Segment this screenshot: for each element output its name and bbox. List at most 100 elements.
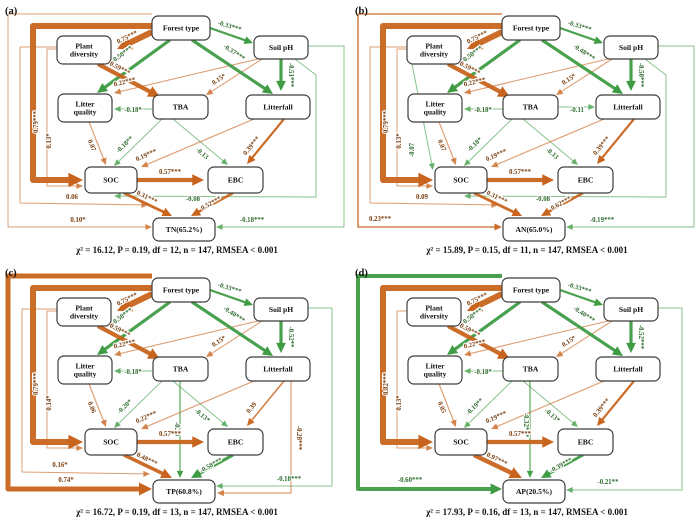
arrowhead-soc-ebc — [542, 436, 554, 448]
arrowhead-soc-ebc — [192, 174, 204, 186]
edge-soc-out — [123, 453, 172, 479]
svg-text:TBA: TBA — [173, 103, 189, 112]
stats-line: χ² = 16.72, P = 0.19, df = 13, n = 147, … — [75, 507, 278, 517]
edge-ft-ph — [559, 26, 603, 45]
arrowhead-ft-out — [139, 482, 152, 496]
arrowhead-ph-tba — [206, 350, 214, 357]
arrowhead-ft-ph — [593, 298, 603, 307]
edge-ft-out — [357, 13, 502, 231]
edge-tba-lf — [559, 103, 595, 111]
edge-label-ph-lf: -0.52*** — [637, 325, 644, 350]
edge-ph-lf — [626, 321, 636, 353]
arrowhead-ph-lf — [626, 342, 636, 353]
svg-text:Litterfall: Litterfall — [613, 103, 643, 112]
edge-label-ft-soc: 0.79*** — [33, 110, 40, 133]
edge-soc-ebc — [137, 174, 204, 186]
svg-text:TP(60.8%): TP(60.8%) — [166, 487, 202, 496]
arrowhead-lq-soc — [100, 157, 107, 165]
arrowhead-ft-lf — [611, 84, 623, 94]
arrowhead-ft-ph — [593, 36, 603, 45]
edge-label-tba-lq: -0.18* — [474, 107, 492, 114]
edge-lf-out — [217, 381, 292, 497]
edge-soc-out — [473, 452, 522, 479]
svg-text:Litterfall: Litterfall — [613, 365, 643, 374]
edge-pd-tba — [447, 324, 510, 359]
edge-pd-soc-v — [46, 48, 83, 190]
node-ebc: EBC — [207, 166, 264, 194]
arrowhead-ph-out — [216, 482, 223, 490]
edge-lq-soc — [438, 121, 457, 165]
edge-ft-ph — [559, 288, 603, 307]
svg-text:TN(65.2%): TN(65.2%) — [166, 225, 203, 234]
edge-label-soc-ebc: 0.57*** — [159, 431, 182, 438]
node-soil-ph: Soil pH — [603, 297, 659, 322]
edge-label-ft-out: 0.74* — [58, 477, 74, 484]
node-litterfall: Litterfall — [595, 94, 661, 120]
node-outcome: AP(20.5%) — [502, 479, 566, 504]
edge-ph-lf — [626, 59, 636, 91]
arrowhead-ebc-out — [541, 207, 552, 216]
arrowhead-ft-lq — [447, 83, 459, 93]
edge-label-ph-out: -0.21** — [598, 479, 620, 486]
edge-ph-tba — [206, 58, 263, 95]
edge-tba-soc — [464, 118, 513, 166]
node-ebc: EBC — [557, 428, 614, 456]
arrowhead-pd-soc-v — [426, 444, 433, 452]
arrowhead-ph-out — [216, 223, 223, 231]
edge-tba-ebc — [522, 380, 578, 427]
panel-d: Forest type Plant diversity Soil pH Litter qu… — [355, 268, 683, 517]
edge-ft-lq — [447, 300, 521, 355]
edge-ph-soc — [114, 58, 317, 200]
arrowhead-tba-lf — [588, 103, 595, 111]
arrowhead-ft-ph — [243, 36, 253, 45]
edge-label-ph-lf: -0.51*** — [287, 63, 294, 88]
edge-ft-out — [5, 273, 152, 496]
edge-ph-tba — [206, 320, 263, 357]
arrowhead-ft-soc — [68, 434, 83, 450]
svg-text:Soil pH: Soil pH — [269, 305, 293, 314]
edge-ft-lq — [97, 38, 171, 93]
arrowhead-tba-ebc — [570, 420, 578, 427]
edge-label-tba-out: -0.29 — [173, 422, 180, 437]
edge-lf-ebc — [597, 380, 635, 426]
edge-ft-pd — [117, 29, 154, 50]
edge-ft-out — [7, 13, 152, 231]
node-forest-type: Forest type — [501, 277, 561, 303]
arrowhead-pd-tba — [146, 86, 160, 97]
svg-text:SOC: SOC — [103, 176, 119, 185]
arrowhead-ft-out — [490, 483, 502, 495]
svg-text:TBA: TBA — [523, 103, 539, 112]
svg-text:Forest type: Forest type — [513, 286, 550, 295]
edge-lf-ebc — [597, 118, 635, 164]
edge-ft-lf — [191, 38, 273, 94]
arrowhead-ft-pd — [467, 298, 484, 312]
node-soc: SOC — [84, 428, 138, 456]
stats-line: χ² = 16.12, P = 0.19, df = 12, n = 147, … — [75, 245, 278, 255]
edge-label-tba-lq: -0.18* — [124, 369, 142, 376]
edge-label-ft-out: -0.60*** — [398, 477, 423, 484]
edge-ph-out — [566, 307, 683, 494]
edge-label-pd-soc-v: 0.13* — [396, 133, 403, 149]
edge-ph-tba — [556, 320, 613, 357]
arrowhead-tba-lq — [464, 367, 471, 375]
edge-ft-ph — [209, 26, 253, 45]
node-outcome: TP(60.8%) — [152, 479, 216, 504]
edge-pd-soc-v — [46, 310, 83, 452]
edge-label-tba-lq: -0.18* — [124, 107, 142, 114]
edge-label-ft-soc: 0.82*** — [383, 372, 390, 395]
edge-ft-soc — [30, 285, 152, 450]
edge-ft-pd — [467, 29, 504, 50]
edge-ph-lf — [276, 321, 286, 353]
arrowhead-soc-ebc — [542, 174, 554, 186]
edge-ebc-out — [191, 191, 234, 216]
edge-tba-soc — [114, 380, 163, 428]
edge-ft-lq — [447, 38, 521, 93]
edge-lq-soc — [88, 383, 107, 427]
arrowhead-ebc-out — [541, 469, 552, 478]
edge-ft-lf — [191, 300, 273, 356]
